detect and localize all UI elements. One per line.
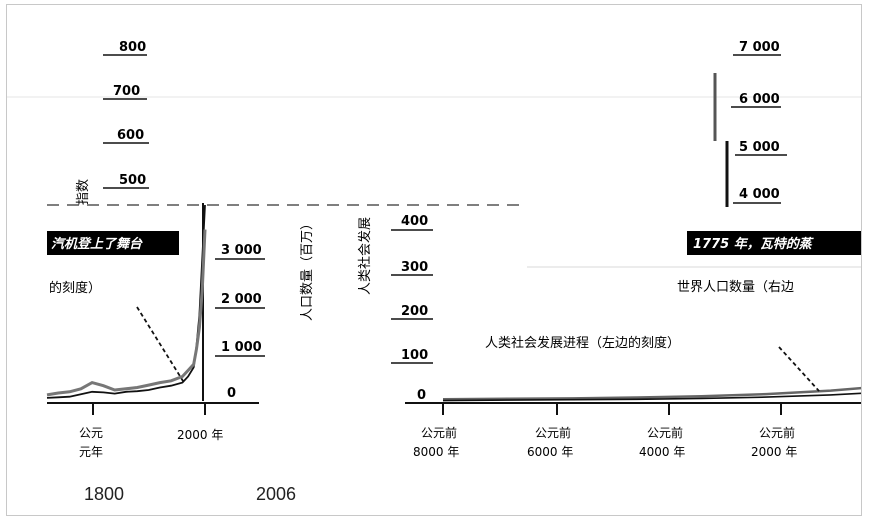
right-population-label: 世界人口数量（右边 xyxy=(677,280,794,295)
population-tick-label: 4 000 xyxy=(739,187,780,202)
right-series-line xyxy=(442,392,861,402)
x-tick-label: 8000 年 xyxy=(413,445,459,459)
index-tick-label: 800 xyxy=(119,40,146,55)
x-tick-label: 公元 xyxy=(79,426,103,440)
chart-canvas: 800 700 600 500 指数 汽机登上了舞台 的刻度） 3 000 2 … xyxy=(7,40,861,459)
dev-tick-label: 400 xyxy=(401,214,428,229)
right-banner xyxy=(687,231,861,255)
right-series-group xyxy=(442,386,861,402)
dev-tick-label: 200 xyxy=(401,304,428,319)
index-tick-label: 500 xyxy=(119,173,146,188)
left-series-group xyxy=(46,204,207,399)
left-population-scale: 3 000 2 000 1 000 0 人口数量（百万） xyxy=(202,203,315,401)
left-annotation: 的刻度） xyxy=(49,280,101,296)
right-series-line xyxy=(442,386,861,401)
x-tick-label: 公元前 xyxy=(421,425,457,440)
annotation-pointer xyxy=(778,346,820,392)
x-tick-label: 公元前 xyxy=(647,425,683,440)
population-tick-label: 6 000 xyxy=(739,92,780,107)
right-population-scale: 7 000 6 000 5 000 4 000 xyxy=(713,40,787,207)
index-axis-label: 指数 xyxy=(76,179,91,205)
dev-annotation: 人类社会发展进程（左边的刻度） xyxy=(485,335,680,351)
dev-tick-label: 300 xyxy=(401,260,428,275)
dev-tick-label: 100 xyxy=(401,348,428,363)
x-tick-label: 6000 年 xyxy=(527,445,573,459)
right-dev-scale: 人类社会发展 400 300 200 100 0 xyxy=(357,214,433,403)
left-banner-text: 汽机登上了舞台 xyxy=(51,236,143,252)
caption-left: 1800 xyxy=(84,484,125,504)
x-tick-label: 元年 xyxy=(79,445,103,459)
caption-right: 2006 xyxy=(256,484,297,504)
left-banner xyxy=(47,231,179,255)
population-tick-label: 2 000 xyxy=(221,292,262,307)
x-tick-label: 2000 年 xyxy=(751,445,797,459)
population-axis-label: 人口数量（百万） xyxy=(300,217,315,321)
x-tick-label: 2000 年 xyxy=(177,428,223,442)
right-banner-text: 1775 年，瓦特的蒸 xyxy=(693,236,815,252)
left-series-line xyxy=(46,229,207,397)
left-index-scale: 800 700 600 500 指数 xyxy=(76,40,149,205)
population-tick-label: 0 xyxy=(227,386,236,401)
dev-axis-label: 人类社会发展 xyxy=(357,217,373,295)
x-tick-label: 公元前 xyxy=(535,425,571,440)
population-tick-label: 5 000 xyxy=(739,140,780,155)
population-tick-label: 1 000 xyxy=(221,340,262,355)
x-tick-label: 4000 年 xyxy=(639,445,685,459)
dev-tick-label: 0 xyxy=(417,388,426,403)
population-tick-label: 3 000 xyxy=(221,243,262,258)
annotation-pointer xyxy=(136,306,184,382)
x-tick-label: 公元前 xyxy=(759,425,795,440)
index-tick-label: 700 xyxy=(113,84,140,99)
figure-frame: 800 700 600 500 指数 汽机登上了舞台 的刻度） 3 000 2 … xyxy=(6,4,862,516)
population-tick-label: 7 000 xyxy=(739,40,780,55)
index-tick-label: 600 xyxy=(117,128,144,143)
